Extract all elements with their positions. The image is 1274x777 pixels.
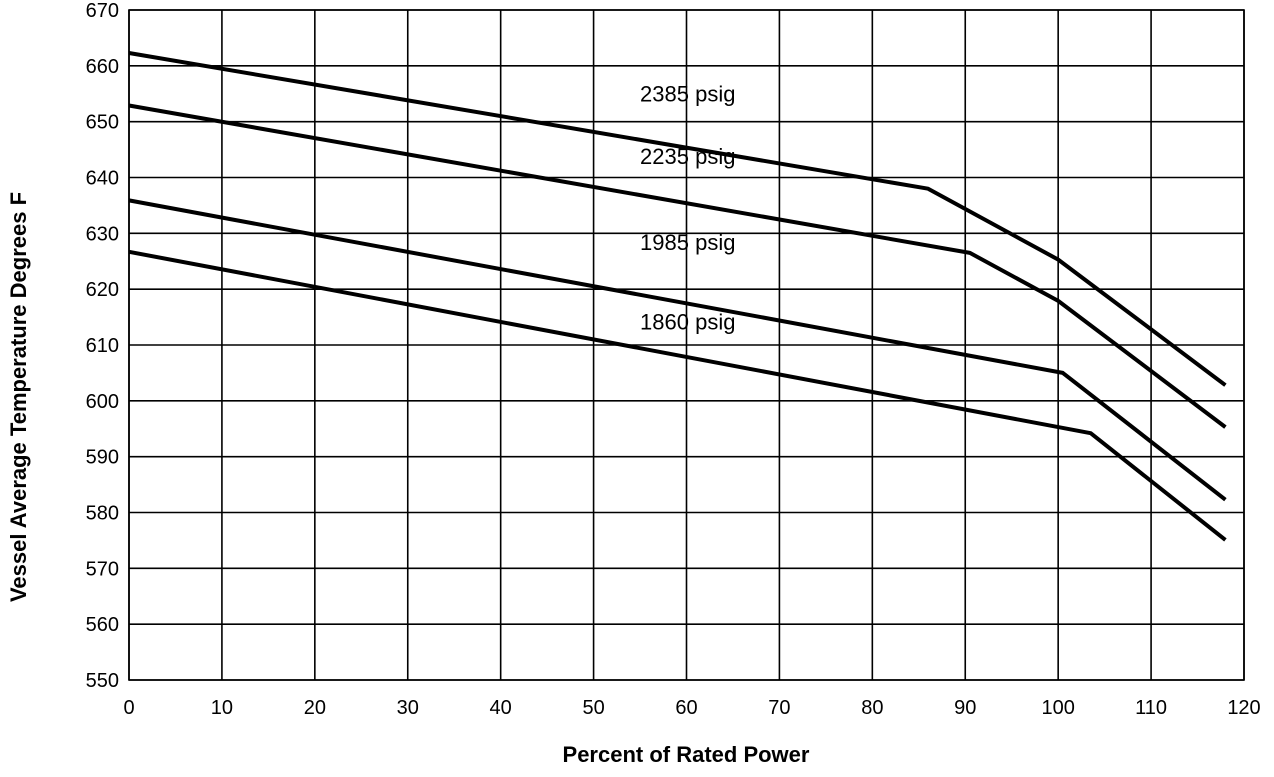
- y-tick-label: 600: [86, 391, 119, 413]
- x-tick-label: 90: [954, 697, 976, 719]
- y-axis-title: Vessel Average Temperature Degrees F: [6, 192, 31, 602]
- x-tick-label: 60: [675, 697, 697, 719]
- series-label: 1985 psig: [640, 230, 735, 255]
- y-tick-label: 560: [86, 614, 119, 636]
- x-tick-label: 20: [304, 697, 326, 719]
- x-tick-label: 80: [861, 697, 883, 719]
- y-tick-label: 650: [86, 112, 119, 134]
- series-line: [128, 51, 1227, 387]
- series-labels: 2385 psig 2235 psig 1985 psig 1860 psig: [640, 82, 735, 335]
- series-label: 1860 psig: [640, 309, 735, 334]
- x-axis-title: Percent of Rated Power: [563, 742, 810, 767]
- x-tick-label: 30: [397, 697, 419, 719]
- series-label: 2235 psig: [640, 144, 735, 169]
- x-tick-label: 100: [1041, 697, 1074, 719]
- x-tick-label: 0: [123, 697, 134, 719]
- y-tick-label: 620: [86, 279, 119, 301]
- x-tick-label: 120: [1227, 697, 1260, 719]
- y-tick-label: 660: [86, 56, 119, 78]
- y-tick-label: 670: [86, 0, 119, 22]
- y-tick-label: 590: [86, 447, 119, 469]
- y-tick-label: 630: [86, 223, 119, 245]
- y-tick-label: 580: [86, 503, 119, 525]
- series-label: 2385 psig: [640, 82, 735, 107]
- y-axis-ticks: 550 560 570 580 590 600 610 620 630 640 650 660 670: [86, 0, 119, 692]
- x-tick-label: 70: [768, 697, 790, 719]
- x-axis-ticks: 0 10 20 30 40 50 60 70 80 90 100 110 120: [123, 697, 1260, 719]
- y-tick-label: 610: [86, 335, 119, 357]
- series-line: [128, 103, 1227, 429]
- series-line: [128, 249, 1227, 542]
- x-tick-label: 40: [490, 697, 512, 719]
- plot-area-frame: [128, 9, 1245, 681]
- series-group: [128, 51, 1227, 542]
- y-tick-label: 570: [86, 558, 119, 580]
- x-tick-label: 10: [211, 697, 233, 719]
- y-tick-label: 550: [86, 670, 119, 692]
- series-line: [128, 198, 1227, 502]
- x-tick-label: 50: [582, 697, 604, 719]
- x-tick-label: 110: [1135, 697, 1167, 719]
- grid: [128, 9, 1245, 681]
- y-tick-label: 640: [86, 168, 119, 190]
